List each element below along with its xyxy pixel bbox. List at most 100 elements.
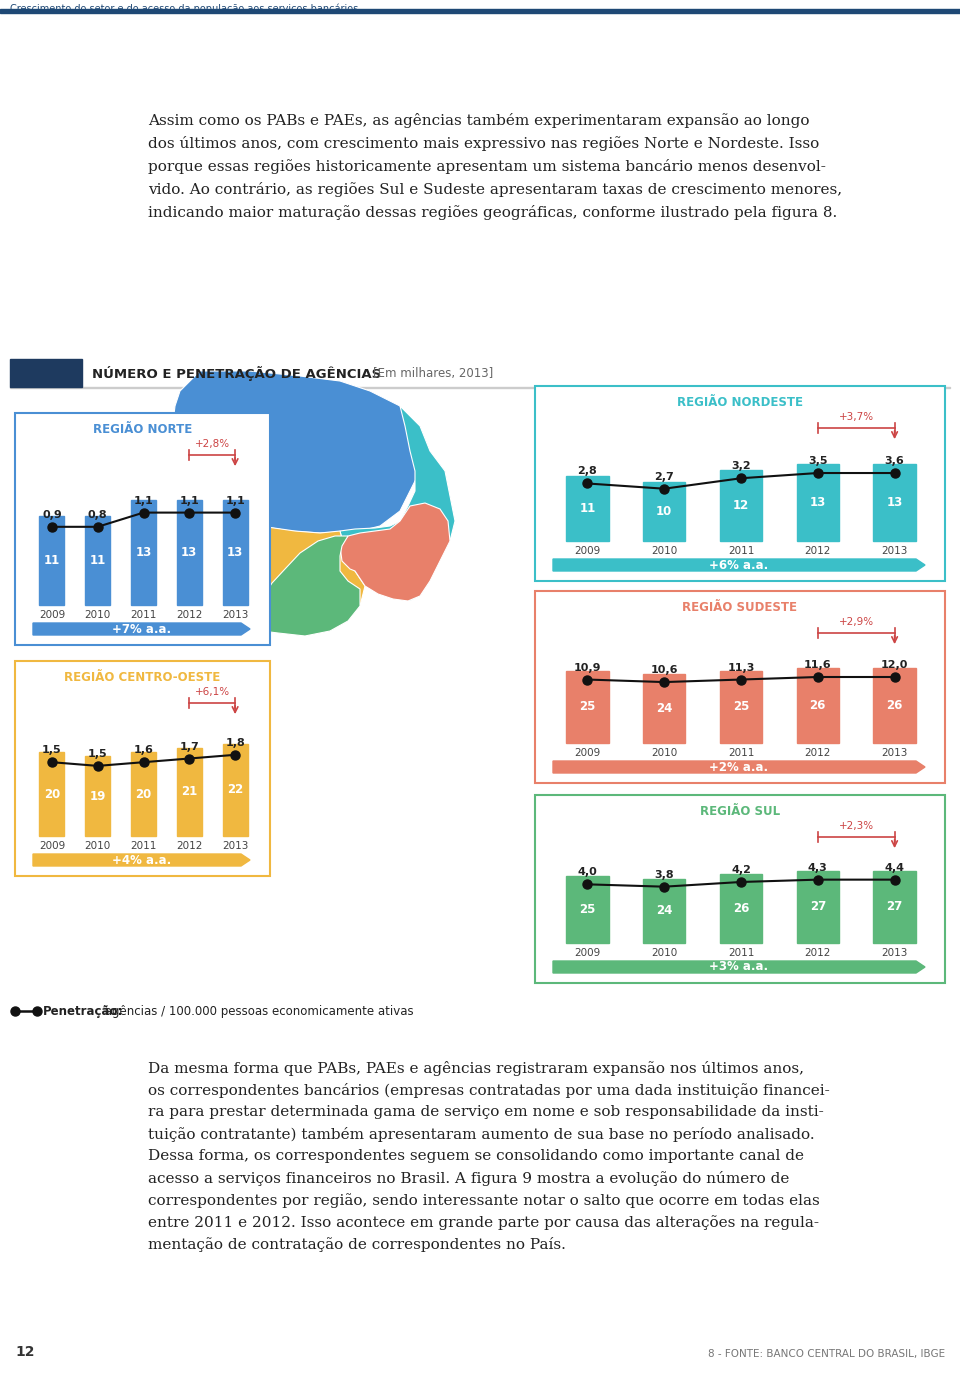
Text: mentação de contratação de correspondentes no País.: mentação de contratação de correspondent… — [148, 1237, 565, 1253]
Text: 0,9: 0,9 — [42, 510, 61, 519]
Text: +7% a.a.: +7% a.a. — [112, 623, 171, 635]
Text: 0,8: 0,8 — [88, 510, 108, 519]
Text: +2,3%: +2,3% — [839, 820, 874, 831]
Text: REGIÃO NORTE: REGIÃO NORTE — [93, 423, 192, 436]
Text: +4% a.a.: +4% a.a. — [112, 853, 171, 866]
Polygon shape — [205, 521, 365, 637]
Text: +3% a.a.: +3% a.a. — [709, 961, 769, 974]
Text: acesso a serviços financeiros no Brasil. A figura 9 mostra a evolução do número : acesso a serviços financeiros no Brasil.… — [148, 1171, 789, 1186]
Text: 24: 24 — [656, 702, 672, 715]
Text: tuição contratante) também apresentaram aumento de sua base no período analisado: tuição contratante) também apresentaram … — [148, 1127, 815, 1142]
Text: 2012: 2012 — [804, 947, 831, 958]
Text: 13: 13 — [809, 496, 826, 508]
Bar — [223, 744, 248, 836]
Bar — [720, 470, 762, 541]
Bar — [0, 10, 960, 12]
Bar — [797, 871, 839, 943]
Text: REGIÃO CENTRO-OESTE: REGIÃO CENTRO-OESTE — [64, 671, 221, 684]
Text: 2009: 2009 — [38, 610, 65, 620]
Text: 2011: 2011 — [131, 610, 156, 620]
Text: 2012: 2012 — [176, 841, 203, 851]
Text: 2012: 2012 — [176, 610, 203, 620]
Bar — [874, 871, 916, 943]
Text: 2009: 2009 — [574, 947, 601, 958]
Bar — [10, 359, 82, 387]
Text: 25: 25 — [579, 903, 595, 916]
Text: 1,6: 1,6 — [133, 746, 154, 755]
Bar — [566, 877, 609, 943]
Text: 4,0: 4,0 — [578, 867, 597, 877]
Text: vido. Ao contrário, as regiões Sul e Sudeste apresentaram taxas de crescimento m: vido. Ao contrário, as regiões Sul e Sud… — [148, 182, 842, 197]
Bar — [15, 413, 270, 645]
Text: os correspondentes bancários (empresas contratadas por uma dada instituição fina: os correspondentes bancários (empresas c… — [148, 1083, 829, 1098]
Bar — [85, 516, 110, 605]
Text: 20: 20 — [44, 787, 60, 801]
Text: +2,9%: +2,9% — [839, 617, 874, 627]
Text: 1,1: 1,1 — [226, 496, 245, 505]
Text: 22: 22 — [227, 783, 243, 797]
Bar — [535, 795, 945, 983]
Text: 4,2: 4,2 — [732, 865, 751, 876]
Text: 10,6: 10,6 — [651, 666, 678, 675]
Bar — [131, 500, 156, 605]
Text: 2009: 2009 — [38, 841, 65, 851]
Text: correspondentes por região, sendo interessante notar o salto que ocorre em todas: correspondentes por região, sendo intere… — [148, 1193, 820, 1208]
Text: porque essas regiões historicamente apresentam um sistema bancário menos desenvo: porque essas regiões historicamente apre… — [148, 159, 826, 174]
Text: 2010: 2010 — [651, 749, 678, 758]
Text: agências / 100.000 pessoas economicamente ativas: agências / 100.000 pessoas economicament… — [101, 1004, 414, 1018]
Text: Da mesma forma que PABs, PAEs e agências registraram expansão nos últimos anos,: Da mesma forma que PABs, PAEs e agências… — [148, 1061, 804, 1076]
Text: 3,2: 3,2 — [732, 461, 751, 471]
Text: Figura 8: Figura 8 — [17, 366, 75, 380]
Text: 25: 25 — [579, 700, 595, 714]
Text: 27: 27 — [809, 900, 826, 913]
Bar — [177, 500, 202, 605]
Text: 1,5: 1,5 — [42, 746, 61, 755]
Text: 4,3: 4,3 — [808, 863, 828, 873]
Bar — [874, 464, 916, 541]
Text: Penetração:: Penetração: — [43, 1004, 124, 1018]
Text: 11: 11 — [89, 554, 106, 568]
Text: 25: 25 — [732, 700, 749, 714]
Text: dos últimos anos, com crescimento mais expressivo nas regiões Norte e Nordeste. : dos últimos anos, com crescimento mais e… — [148, 135, 819, 151]
Bar — [797, 668, 839, 743]
Text: Dessa forma, os correspondentes seguem se consolidando como importante canal de: Dessa forma, os correspondentes seguem s… — [148, 1149, 804, 1163]
Text: 20: 20 — [135, 787, 152, 801]
Text: 2009: 2009 — [574, 545, 601, 557]
Text: 12,0: 12,0 — [881, 660, 908, 670]
Text: 2010: 2010 — [651, 545, 678, 557]
Text: 26: 26 — [809, 699, 826, 713]
Text: 11,3: 11,3 — [728, 663, 755, 673]
Text: 12: 12 — [732, 499, 749, 512]
Text: 12: 12 — [15, 1345, 35, 1359]
Text: 26: 26 — [886, 699, 902, 713]
Text: +2% a.a.: +2% a.a. — [709, 761, 769, 773]
Bar — [177, 749, 202, 836]
Text: 11: 11 — [44, 554, 60, 568]
Text: 13: 13 — [227, 545, 243, 559]
Text: +6,1%: +6,1% — [195, 686, 229, 697]
Text: 11,6: 11,6 — [804, 660, 831, 670]
Bar — [720, 671, 762, 743]
Text: Assim como os PABs e PAEs, as agências também experimentaram expansão ao longo: Assim como os PABs e PAEs, as agências t… — [148, 113, 809, 128]
Text: 2010: 2010 — [651, 947, 678, 958]
Bar — [535, 591, 945, 783]
Bar — [535, 387, 945, 581]
Text: 8 - FONTE: BANCO CENTRAL DO BRASIL, IBGE: 8 - FONTE: BANCO CENTRAL DO BRASIL, IBGE — [708, 1349, 945, 1359]
Text: 13: 13 — [181, 545, 198, 559]
Text: NÚMERO E PENETRAÇÃO DE AGÊNCIAS: NÚMERO E PENETRAÇÃO DE AGÊNCIAS — [92, 366, 381, 381]
Text: 1,7: 1,7 — [180, 742, 199, 751]
FancyArrow shape — [33, 853, 250, 866]
Text: REGIÃO SUDESTE: REGIÃO SUDESTE — [683, 601, 798, 615]
Text: 13: 13 — [135, 545, 152, 559]
Text: entre 2011 e 2012. Isso acontece em grande parte por causa das alterações na reg: entre 2011 e 2012. Isso acontece em gran… — [148, 1215, 819, 1230]
Text: ra para prestar determinada gama de serviço em nome e sob responsabilidade da in: ra para prestar determinada gama de serv… — [148, 1105, 824, 1119]
Polygon shape — [258, 536, 360, 637]
Text: 2009: 2009 — [574, 749, 601, 758]
Polygon shape — [340, 406, 455, 601]
FancyArrow shape — [553, 761, 925, 773]
Bar — [10, 387, 950, 388]
Text: [Em milhares, 2013]: [Em milhares, 2013] — [373, 366, 493, 380]
Text: 2011: 2011 — [728, 545, 755, 557]
Bar — [643, 878, 685, 943]
Text: 13: 13 — [886, 496, 902, 508]
